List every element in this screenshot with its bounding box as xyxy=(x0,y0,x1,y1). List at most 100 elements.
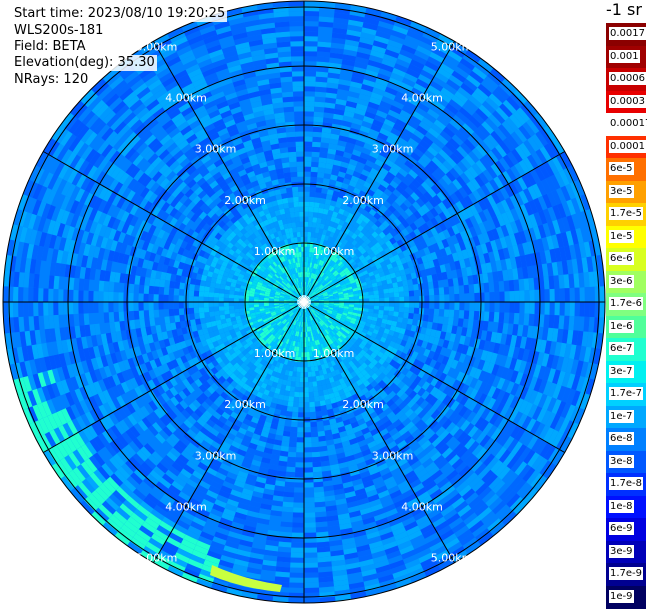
radar-cell xyxy=(499,312,505,323)
radar-cell xyxy=(280,410,287,416)
radar-cell xyxy=(113,302,118,312)
radar-cell xyxy=(394,302,399,307)
radar-cell xyxy=(293,502,304,507)
radar-cell xyxy=(434,288,440,295)
radar-cell xyxy=(308,217,313,222)
radar-cell xyxy=(314,492,325,498)
radar-cell xyxy=(190,319,196,326)
radar-cell xyxy=(404,302,409,308)
radar-cell xyxy=(474,302,479,311)
radar-cell xyxy=(138,302,143,311)
radar-cell xyxy=(189,314,195,321)
radar-cell xyxy=(304,111,314,116)
radar-cell xyxy=(414,296,419,302)
radar-cell xyxy=(373,309,378,314)
radar-cell xyxy=(214,297,219,302)
radar-cell xyxy=(291,376,296,382)
radar-cell xyxy=(315,192,321,198)
radar-cell xyxy=(310,177,317,183)
radar-cell xyxy=(304,116,314,121)
radar-cell xyxy=(409,308,414,314)
radar-cell xyxy=(94,280,100,291)
radar-cell xyxy=(414,290,419,296)
radar-cell xyxy=(402,280,408,286)
radar-cell xyxy=(448,317,454,325)
radar-cell xyxy=(300,222,304,227)
radar-cell xyxy=(310,412,316,417)
radar-cell xyxy=(287,192,293,198)
radar-cell xyxy=(424,295,429,302)
radar-cell xyxy=(124,283,130,293)
radar-cell xyxy=(298,412,304,417)
radar-cell xyxy=(128,293,133,302)
radar-cell xyxy=(313,386,318,392)
radar-cell xyxy=(281,446,289,452)
radar-cell xyxy=(304,502,315,507)
radar-cell xyxy=(204,297,209,302)
radar-cell xyxy=(294,482,304,487)
radar-cell xyxy=(119,283,125,293)
radar-cell xyxy=(448,279,454,287)
radar-cell xyxy=(509,313,515,324)
radar-cell xyxy=(219,306,224,311)
radar-cell xyxy=(297,162,304,167)
radar-cell xyxy=(393,311,399,317)
radar-cell xyxy=(288,147,296,153)
radar-cell xyxy=(98,302,103,313)
radar-cell xyxy=(144,310,150,319)
radar-cell xyxy=(288,447,296,453)
radar-cell xyxy=(234,295,239,299)
radar-cell xyxy=(311,432,318,438)
radar-cell xyxy=(304,452,312,457)
radar-cell xyxy=(489,312,495,322)
radar-cell xyxy=(295,212,300,217)
radar-cell xyxy=(317,177,324,183)
radar-cell xyxy=(424,302,429,309)
radar-cell xyxy=(153,294,158,302)
radar-cell xyxy=(296,141,304,146)
radar-cell xyxy=(312,452,320,458)
radar-cell xyxy=(209,311,215,317)
radar-cell xyxy=(304,467,313,472)
radar-cell xyxy=(504,313,510,324)
radar-cell xyxy=(159,302,164,310)
radar-cell xyxy=(312,447,320,453)
radar-cell xyxy=(316,187,323,193)
radar-cell xyxy=(399,297,404,302)
radar-cell xyxy=(118,292,123,302)
radar-cell xyxy=(229,294,234,298)
radar-cell xyxy=(321,188,328,194)
radar-cell xyxy=(290,172,297,178)
radar-cell xyxy=(295,472,304,477)
radar-cell xyxy=(300,382,305,387)
radar-cell xyxy=(319,152,327,158)
radar-cell xyxy=(479,302,484,312)
radar-cell xyxy=(297,362,301,367)
radar-cell xyxy=(399,302,404,307)
radar-cell xyxy=(313,127,323,133)
radar-cell xyxy=(309,397,315,402)
radar-cell xyxy=(499,281,505,292)
radar-cell xyxy=(281,152,289,158)
radar-cell xyxy=(304,136,313,141)
radar-cell xyxy=(288,452,296,458)
radar-cell xyxy=(304,457,312,462)
radar-cell xyxy=(282,400,288,406)
radar-cell xyxy=(297,237,301,242)
radar-cell xyxy=(164,287,170,295)
radar-cell xyxy=(133,293,138,302)
radar-cell xyxy=(189,284,195,291)
radar-cell xyxy=(99,313,105,324)
radar-cell xyxy=(310,192,316,197)
radar-cell xyxy=(295,217,300,222)
radar-cell xyxy=(283,102,294,108)
radar-cell xyxy=(312,137,321,143)
radar-cell xyxy=(292,227,297,232)
radar-cell xyxy=(283,502,294,508)
radar-cell xyxy=(428,315,434,322)
radar-cell xyxy=(179,289,185,296)
radar-cell xyxy=(109,282,115,293)
radar-cell xyxy=(299,402,305,407)
radar-cell xyxy=(294,492,304,497)
radar-cell xyxy=(159,317,165,325)
